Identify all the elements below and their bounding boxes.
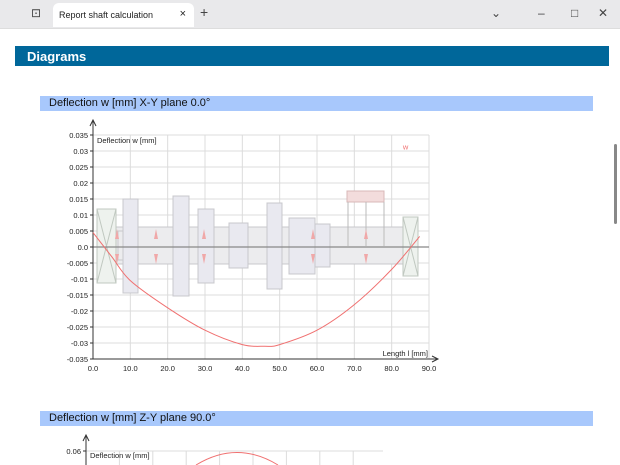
y-tick-label: 0.025: [69, 163, 88, 172]
shaft-body: [96, 226, 417, 265]
y-tick-label: -0.01: [71, 275, 88, 284]
scrollbar[interactable]: [614, 144, 617, 224]
force-marker: [154, 229, 158, 264]
new-tab-button[interactable]: +: [200, 4, 209, 20]
tab-title: Report shaft calculation: [59, 10, 154, 20]
x-tick-label: 40.0: [235, 364, 250, 373]
bearing-cross: [96, 208, 117, 284]
browser-titlebar: ⊡ Report shaft calculation × + ⌄ – □ ✕: [0, 0, 620, 28]
y-axis-arrow-icon: [89, 118, 97, 127]
x-tick-label: 10.0: [123, 364, 138, 373]
y-tick-label: -0.005: [67, 259, 88, 268]
maximize-button[interactable]: □: [571, 6, 579, 20]
close-window-button[interactable]: ✕: [598, 6, 609, 20]
minimize-button[interactable]: –: [538, 6, 545, 20]
y-tick-label: -0.02: [71, 307, 88, 316]
shaft-element: [288, 217, 316, 275]
y-tick-label: -0.025: [67, 323, 88, 332]
y-tick-label: 0.005: [69, 227, 88, 236]
y-tick-label: 0.035: [69, 131, 88, 140]
chart-title-zy: Deflection w [mm] Z-Y plane 90.0°: [40, 411, 593, 426]
series-line-w: [195, 452, 279, 465]
y-tick-label: -0.035: [67, 355, 88, 364]
shaft-element: [172, 195, 190, 297]
chart-title-xy: Deflection w [mm] X-Y plane 0.0°: [40, 96, 593, 111]
y-tick-label: 0.01: [73, 211, 88, 220]
tab-report[interactable]: Report shaft calculation ×: [53, 3, 194, 27]
y-tick-label: 0.0: [78, 243, 88, 252]
x-axis-arrow-icon: [431, 355, 440, 363]
x-tick-label: 80.0: [384, 364, 399, 373]
y-axis-arrow-icon: [82, 433, 90, 442]
shaft-element: [122, 198, 139, 294]
report-page: Diagrams Deflection w [mm] X-Y plane 0.0…: [0, 28, 620, 465]
legend-entry-w: w: [402, 142, 409, 151]
tab-list-chevron-icon[interactable]: ⌄: [491, 6, 502, 20]
x-tick-label: 20.0: [160, 364, 175, 373]
y-tick-label: 0.02: [73, 179, 88, 188]
close-tab-icon[interactable]: ×: [179, 8, 186, 20]
x-tick-label: 90.0: [422, 364, 437, 373]
x-tick-label: 60.0: [310, 364, 325, 373]
y-tick-label: 0.015: [69, 195, 88, 204]
x-tick-label: 50.0: [272, 364, 287, 373]
y-tick-label: -0.015: [67, 291, 88, 300]
shaft-element: [314, 223, 331, 268]
shaft-element: [228, 222, 249, 269]
series-line-w: [92, 232, 421, 347]
load-block: [346, 190, 385, 203]
x-tick-label: 30.0: [198, 364, 213, 373]
y-tick-label: 0.03: [73, 147, 88, 156]
x-tick-label: 70.0: [347, 364, 362, 373]
section-header-diagrams: Diagrams: [15, 46, 609, 66]
x-axis-label: Length l [mm]: [383, 349, 428, 358]
tab-actions-icon[interactable]: ⊡: [31, 6, 42, 20]
y-tick-label: 0.06: [66, 447, 81, 456]
force-marker: [202, 229, 206, 264]
x-tick-label: 0.0: [88, 364, 98, 373]
y-tick-label: -0.03: [71, 339, 88, 348]
y-axis-label: Deflection w [mm]: [90, 451, 150, 460]
force-marker: [364, 229, 368, 264]
shaft-element: [197, 208, 215, 284]
force-marker: [115, 229, 119, 264]
y-axis-label: Deflection w [mm]: [97, 136, 157, 145]
force-marker: [311, 229, 315, 264]
shaft-element: [266, 202, 283, 290]
